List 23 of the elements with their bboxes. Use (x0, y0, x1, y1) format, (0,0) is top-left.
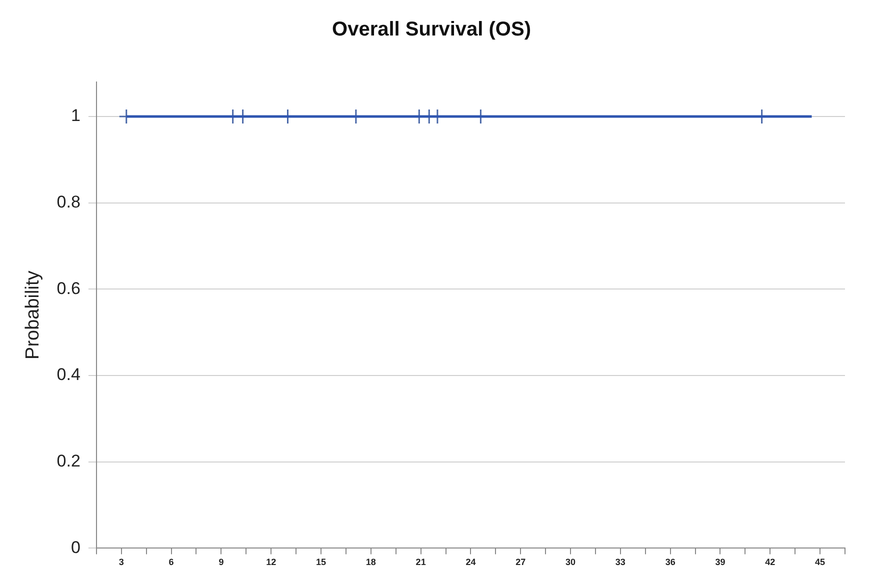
x-tick-label: 15 (316, 557, 326, 568)
x-tick-label: 30 (566, 557, 576, 568)
chart-title: Overall Survival (OS) (332, 18, 531, 41)
y-tick-label: 1 (70, 106, 80, 126)
x-tick-label: 9 (218, 557, 224, 568)
x-tick-label: 45 (815, 557, 826, 568)
x-tick-label: 3 (118, 557, 124, 568)
x-tick-label: 27 (516, 557, 526, 568)
y-tick-label: 0.6 (56, 278, 80, 298)
x-tick-label: 6 (168, 557, 174, 568)
x-tick-label: 24 (466, 557, 476, 568)
x-tick-label: 39 (715, 557, 726, 568)
y-tick-label: 0 (70, 538, 80, 557)
x-tick-label: 33 (615, 557, 626, 568)
x-tick-label: 18 (366, 557, 376, 568)
x-tick-label: 21 (416, 557, 426, 568)
x-tick-label: 42 (765, 557, 776, 568)
x-tick-label: 12 (266, 557, 276, 568)
y-tick-label: 0.2 (56, 452, 80, 471)
y-axis-title: Probability (22, 270, 44, 360)
x-tick-label: 36 (665, 557, 676, 568)
y-tick-label: 0.8 (56, 192, 80, 212)
y-tick-label: 0.4 (56, 365, 80, 384)
